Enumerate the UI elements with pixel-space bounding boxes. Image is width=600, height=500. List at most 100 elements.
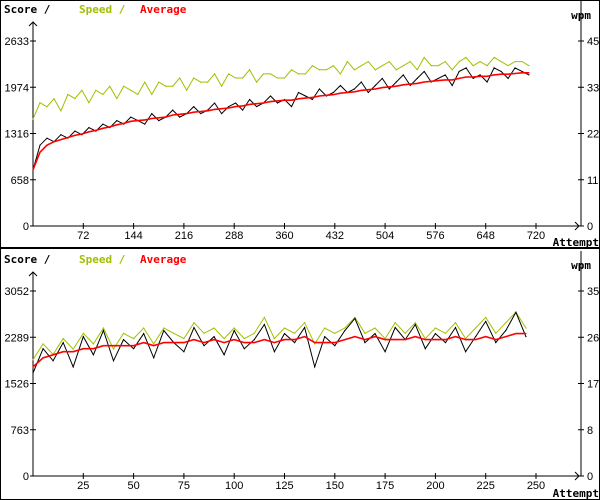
- y-right-tick-label: 33: [587, 82, 599, 94]
- data-point-average: [248, 103, 251, 106]
- x-tick-label: 576: [426, 230, 444, 242]
- data-point-speed: [404, 332, 406, 334]
- data-point-speed: [143, 327, 145, 329]
- data-point-score: [179, 116, 181, 118]
- data-point-average: [354, 335, 356, 338]
- data-point-score: [424, 348, 426, 350]
- data-point-average: [153, 345, 155, 347]
- data-point-score: [384, 351, 386, 353]
- data-point-speed: [193, 322, 195, 324]
- data-point-average: [82, 348, 84, 350]
- data-point-average: [72, 351, 74, 353]
- data-point-average: [172, 114, 174, 116]
- data-point-score: [451, 84, 453, 87]
- data-point-score: [388, 88, 390, 90]
- y-right-tick-label: 0: [587, 471, 593, 483]
- x-tick-label: 360: [275, 230, 293, 242]
- panel-divider: [1, 247, 599, 249]
- data-point-average: [485, 335, 487, 338]
- data-point-score: [454, 326, 457, 329]
- data-point-average: [423, 81, 425, 83]
- x-tick-label: 288: [225, 230, 243, 242]
- data-point-average: [437, 79, 439, 82]
- data-point-average: [304, 97, 307, 99]
- data-point-speed: [82, 332, 84, 334]
- data-point-average: [283, 99, 286, 101]
- data-point-speed: [297, 73, 300, 75]
- data-point-score: [214, 102, 216, 104]
- data-point-average: [151, 117, 153, 120]
- data-point-speed: [354, 316, 356, 319]
- data-point-speed: [234, 77, 237, 79]
- data-point-score: [458, 70, 460, 73]
- data-point-average: [95, 129, 97, 132]
- x-tick-label: 25: [77, 480, 89, 492]
- x-tick-label: 216: [175, 230, 193, 242]
- data-point-speed: [409, 60, 411, 63]
- data-point-average: [334, 342, 336, 344]
- data-point-score: [360, 81, 362, 83]
- data-point-speed: [434, 327, 436, 329]
- data-point-speed: [163, 327, 165, 329]
- data-point-average: [395, 85, 397, 87]
- data-point-score: [444, 74, 446, 76]
- data-point-speed: [233, 327, 235, 329]
- series-line-score: [32, 311, 527, 374]
- data-point-score: [434, 332, 436, 335]
- x-tick-label: 100: [225, 480, 243, 492]
- y-tick-label: 1526: [5, 379, 29, 391]
- data-point-speed: [53, 97, 55, 100]
- data-point-score: [39, 144, 41, 146]
- data-point-speed: [314, 343, 316, 345]
- data-point-average: [32, 366, 34, 368]
- data-point-score: [248, 98, 251, 101]
- data-point-speed: [414, 322, 416, 324]
- data-point-score: [203, 345, 205, 347]
- data-point-average: [434, 339, 436, 341]
- data-point-average: [130, 120, 132, 122]
- data-point-speed: [479, 60, 481, 63]
- data-point-speed: [109, 85, 111, 87]
- data-point-average: [367, 89, 369, 91]
- y-right-tick-label: 45: [587, 36, 599, 48]
- data-point-score: [88, 127, 90, 129]
- data-point-average: [332, 94, 335, 96]
- x-tick-label: 125: [275, 480, 293, 492]
- data-point-score: [253, 339, 255, 341]
- data-point-score: [60, 134, 62, 136]
- data-point-score: [514, 67, 516, 69]
- data-point-average: [515, 332, 517, 335]
- data-point-average: [46, 144, 48, 146]
- data-point-score: [485, 320, 487, 323]
- data-point-score: [172, 109, 174, 111]
- x-tick-label: 72: [77, 230, 89, 242]
- data-point-speed: [102, 327, 105, 329]
- data-point-speed: [458, 60, 460, 63]
- data-point-average: [116, 124, 118, 126]
- data-point-speed: [367, 60, 369, 63]
- data-point-average: [53, 141, 55, 143]
- data-point-average: [67, 136, 69, 139]
- data-point-speed: [88, 102, 90, 104]
- data-point-average: [165, 116, 167, 118]
- data-point-score: [507, 77, 509, 80]
- data-point-average: [133, 345, 135, 347]
- data-point-score: [364, 342, 366, 344]
- data-point-average: [276, 100, 279, 102]
- x-tick-label: 50: [127, 480, 139, 492]
- data-point-speed: [290, 69, 293, 71]
- data-point-score: [163, 329, 165, 332]
- data-point-average: [273, 342, 276, 344]
- data-point-score: [381, 77, 383, 80]
- data-point-average: [458, 77, 460, 80]
- data-point-score: [495, 342, 497, 344]
- data-point-average: [122, 345, 125, 347]
- series-line-speed: [32, 56, 530, 120]
- data-point-score: [409, 84, 411, 87]
- data-point-average: [444, 339, 447, 341]
- data-point-average: [42, 357, 44, 359]
- data-point-speed: [60, 110, 62, 112]
- data-point-score: [283, 332, 286, 335]
- data-point-score: [493, 67, 495, 69]
- data-point-speed: [430, 65, 432, 67]
